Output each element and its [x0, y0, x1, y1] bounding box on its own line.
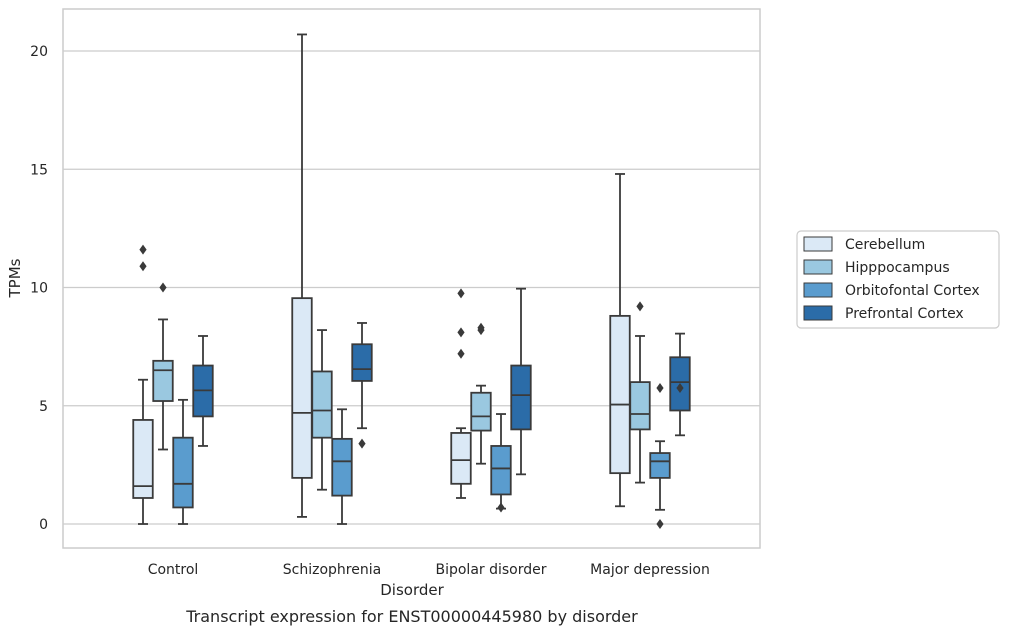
- box-hipppocampus: [152, 282, 174, 451]
- legend-swatch: [803, 305, 833, 321]
- legend-swatch: [803, 259, 833, 275]
- box-cerebellum: [450, 288, 472, 499]
- legend-label: Cerebellum: [845, 237, 925, 253]
- outlier-point: [139, 261, 147, 272]
- box-hipppocampus: [629, 301, 651, 484]
- box-orbitofontal-cortex: [649, 383, 671, 529]
- y-axis-label: TPMs: [6, 258, 24, 298]
- outlier-point: [636, 301, 644, 312]
- y-tick-labels: 0 5 10 15 20: [30, 44, 48, 533]
- outlier-point: [676, 383, 684, 394]
- x-tick-label: Schizophrenia: [283, 562, 381, 578]
- outlier-point: [457, 288, 465, 299]
- legend-label: Prefrontal Cortex: [845, 306, 964, 322]
- outlier-point: [159, 282, 167, 293]
- box-hipppocampus: [470, 322, 492, 465]
- box-orbitofontal-cortex: [172, 398, 194, 525]
- box-cerebellum: [291, 33, 313, 518]
- outlier-point: [656, 519, 664, 529]
- box-orbitofontal-cortex: [490, 413, 512, 513]
- legend-swatch: [803, 282, 833, 298]
- legend: Cerebellum Hipppocampus Orbitofontal Corte…: [796, 230, 1000, 329]
- x-axis-label: Disorder: [380, 581, 444, 599]
- chart-caption: Transcript expression for ENST0000044598…: [185, 607, 638, 626]
- box-hipppocampus: [311, 329, 333, 491]
- box-cerebellum: [609, 173, 631, 508]
- legend-label: Orbitofontal Cortex: [845, 283, 980, 299]
- outlier-point: [139, 244, 147, 255]
- y-tick-label: 0: [39, 517, 48, 533]
- y-tick-label: 15: [30, 162, 48, 178]
- outlier-point: [358, 438, 366, 449]
- outlier-point: [457, 348, 465, 359]
- x-tick-label: Control: [148, 562, 199, 578]
- y-tick-label: 20: [30, 44, 48, 60]
- box-prefrontal-cortex: [669, 332, 691, 437]
- box-prefrontal-cortex: [510, 287, 532, 476]
- legend-label: Hipppocampus: [845, 260, 950, 276]
- x-tick-label: Major depression: [590, 562, 710, 578]
- x-tick-label: Bipolar disorder: [435, 562, 546, 578]
- outlier-point: [656, 383, 664, 394]
- outlier-point: [477, 322, 485, 333]
- outlier-point: [457, 327, 465, 338]
- x-tick-labels: Control Schizophrenia Bipolar disorder Majo…: [148, 562, 710, 578]
- box-prefrontal-cortex: [351, 322, 373, 449]
- box-orbitofontal-cortex: [331, 408, 353, 525]
- plot-frame: [62, 8, 761, 549]
- box-groups: [132, 33, 691, 529]
- box-prefrontal-cortex: [192, 335, 214, 447]
- outlier-point: [497, 502, 505, 513]
- y-tick-label: 10: [30, 281, 48, 297]
- box-cerebellum: [132, 244, 154, 525]
- y-tick-label: 5: [39, 399, 48, 415]
- legend-swatch: [803, 236, 833, 252]
